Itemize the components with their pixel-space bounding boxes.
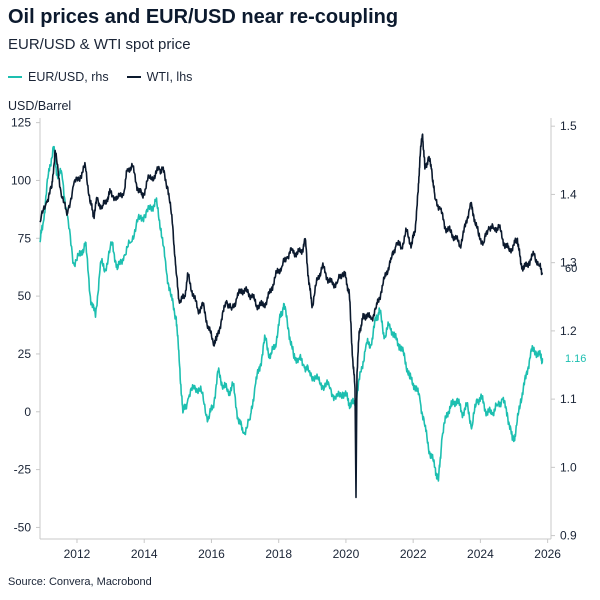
legend-swatch-eurusd xyxy=(8,75,22,79)
x-tick-label: 2024 xyxy=(467,547,494,561)
x-tick-label: 2014 xyxy=(131,547,158,561)
y-right-tick-label: 1.1 xyxy=(560,392,577,406)
y-right-tick-label: 1.3 xyxy=(560,256,577,270)
x-tick-label: 2022 xyxy=(400,547,427,561)
legend-swatch-wti xyxy=(126,75,141,79)
legend-item-eurusd: EUR/USD, rhs xyxy=(8,70,109,84)
x-tick-label: 2012 xyxy=(64,547,91,561)
legend-label-eurusd: EUR/USD, rhs xyxy=(28,70,109,84)
series-line-eurusd xyxy=(39,145,544,482)
y-left-tick-label: 0 xyxy=(24,405,31,419)
y-left-tick-label: 25 xyxy=(18,347,32,361)
y-left-tick-label: 75 xyxy=(18,231,32,245)
legend-label-wti: WTI, lhs xyxy=(146,70,193,84)
y-left-tick-label: -25 xyxy=(14,463,32,477)
chart-title: Oil prices and EUR/USD near re-coupling xyxy=(8,6,399,28)
y-left-tick-label: 50 xyxy=(18,289,32,303)
x-tick-label: 2018 xyxy=(265,547,292,561)
y-left-tick-label: -50 xyxy=(14,520,32,534)
y-axis-unit-label: USD/Barrel xyxy=(8,99,72,113)
y-right-tick-label: 0.9 xyxy=(560,529,577,543)
y-right-tick-label: 1.5 xyxy=(560,119,577,133)
chart-subtitle: EUR/USD & WTI spot price xyxy=(8,36,191,53)
series-line-wti xyxy=(39,133,544,499)
y-right-tick-label: 1.0 xyxy=(560,460,577,474)
legend-item-wti: WTI, lhs xyxy=(126,70,193,84)
legend: EUR/USD, rhs WTI, lhs xyxy=(8,70,192,84)
y-right-tick-label: 1.2 xyxy=(560,324,577,338)
y-right-tick-label: 1.4 xyxy=(560,187,577,201)
end-label-eurusd: 1.16 xyxy=(565,353,586,365)
y-left-tick-label: 125 xyxy=(11,116,31,130)
y-left-tick-label: 100 xyxy=(11,173,31,187)
source-note: Source: Convera, Macrobond xyxy=(8,576,152,588)
x-tick-label: 2016 xyxy=(198,547,225,561)
x-tick-label: 2026 xyxy=(534,547,561,561)
x-tick-label: 2020 xyxy=(333,547,360,561)
end-label-wti: 60 xyxy=(565,263,577,275)
